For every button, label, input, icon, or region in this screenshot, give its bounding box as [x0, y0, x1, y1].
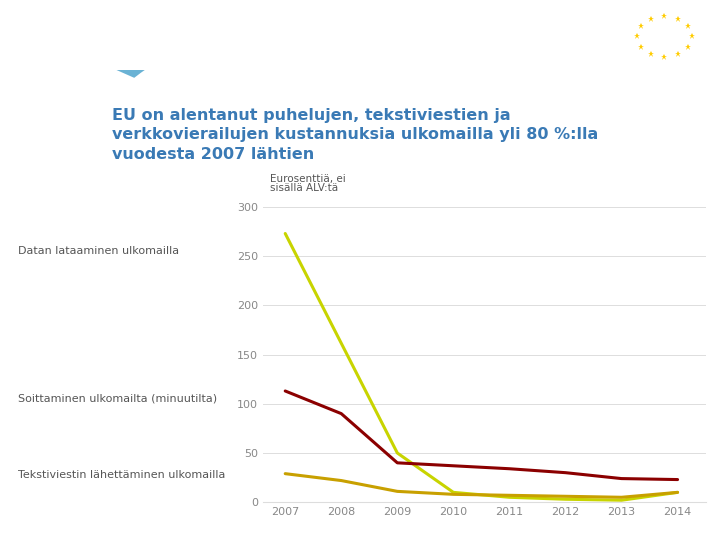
- Text: Soittaminen ulkomailta (minuutilta): Soittaminen ulkomailta (minuutilta): [18, 394, 217, 404]
- Wedge shape: [50, 0, 255, 68]
- Wedge shape: [116, 0, 265, 78]
- Text: Datan lataaminen ulkomailla: Datan lataaminen ulkomailla: [18, 246, 179, 256]
- Text: Halvemmat matkapuhelinkulut ulkomailla: Halvemmat matkapuhelinkulut ulkomailla: [22, 26, 513, 46]
- Text: sisällä ALV:tä: sisällä ALV:tä: [270, 183, 338, 193]
- Text: verkkovierailujen kustannuksia ulkomailla yli 80 %:lla: verkkovierailujen kustannuksia ulkomaill…: [112, 127, 598, 143]
- Text: vuodesta 2007 lähtien: vuodesta 2007 lähtien: [112, 147, 314, 162]
- Text: Eurosenttiä, ei: Eurosenttiä, ei: [270, 173, 346, 184]
- Text: EU on alentanut puhelujen, tekstiviestien ja: EU on alentanut puhelujen, tekstiviestie…: [112, 108, 510, 123]
- Text: Tekstiviestin lähettäminen ulkomailla: Tekstiviestin lähettäminen ulkomailla: [18, 470, 225, 480]
